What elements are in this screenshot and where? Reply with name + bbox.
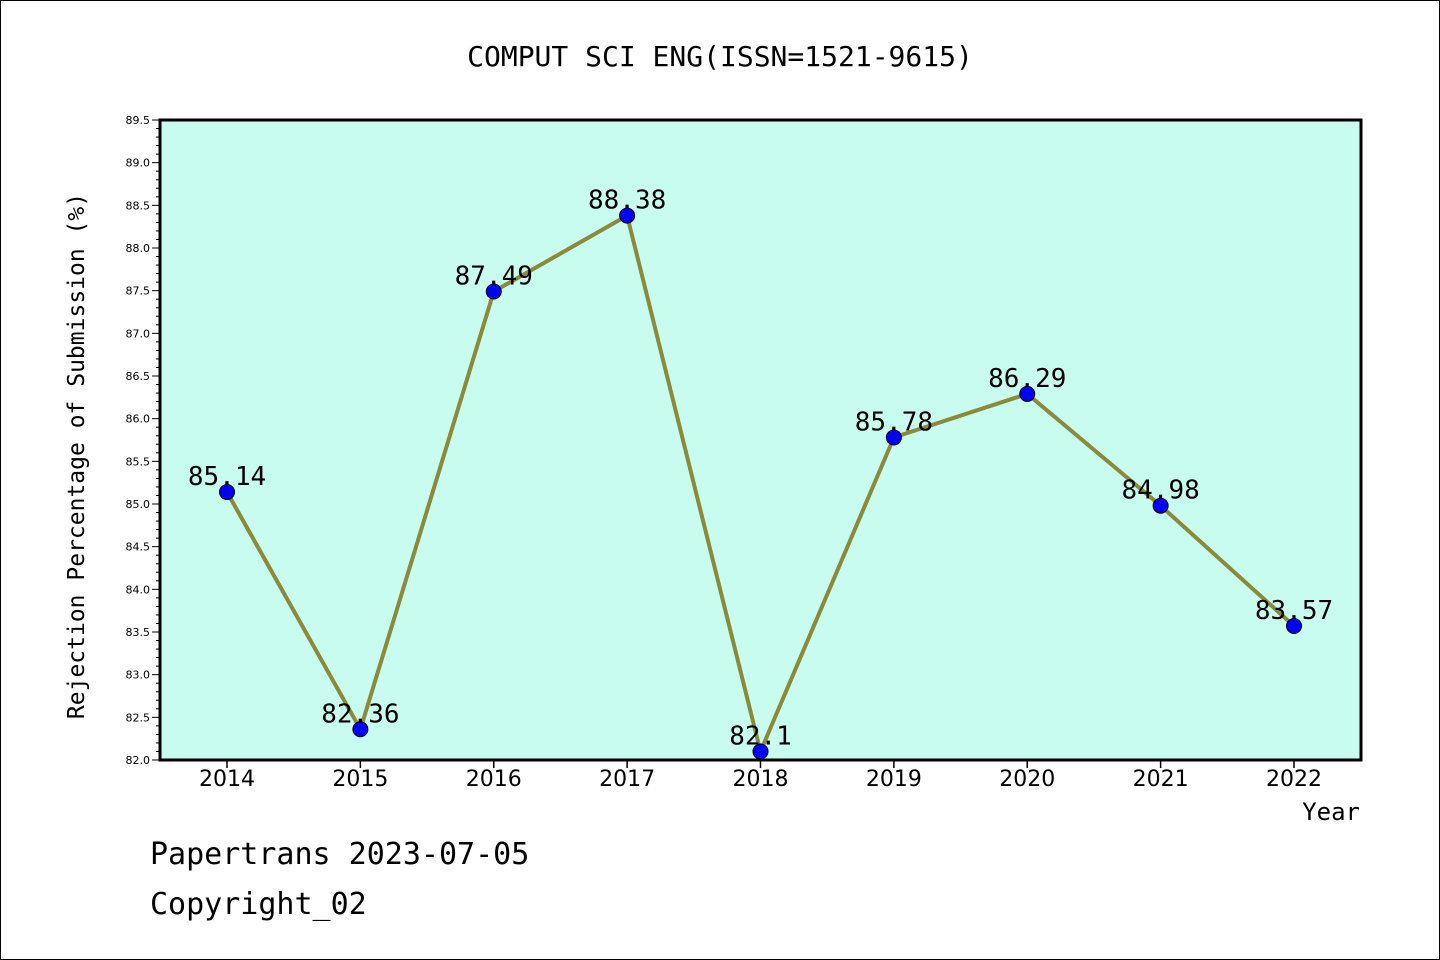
y-tick-label: 84.0 xyxy=(126,583,151,596)
chart-title: COMPUT SCI ENG(ISSN=1521-9615) xyxy=(467,40,973,73)
data-label: 82.1 xyxy=(729,721,792,751)
x-tick-label: 2019 xyxy=(866,767,922,792)
y-tick-label: 87.0 xyxy=(126,327,151,340)
data-label: 82.36 xyxy=(321,699,399,729)
data-label: 86.29 xyxy=(988,364,1066,394)
plot-border xyxy=(158,118,1363,762)
y-tick-label: 88.0 xyxy=(126,242,151,255)
data-point xyxy=(619,207,636,224)
x-tick-label: 2020 xyxy=(999,767,1055,792)
x-tick-label: 2018 xyxy=(733,767,789,792)
y-axis-label: Rejection Percentage of Submission (%) xyxy=(64,193,90,719)
data-point xyxy=(352,721,369,738)
x-tick-label: 2021 xyxy=(1133,767,1189,792)
y-tick-label: 89.0 xyxy=(126,157,151,170)
x-tick-label: 2016 xyxy=(466,767,522,792)
plot-area xyxy=(160,120,1361,760)
data-point xyxy=(1019,385,1036,402)
data-label: 87.49 xyxy=(455,262,533,292)
data-label: 84.98 xyxy=(1121,476,1199,506)
x-tick-label: 2017 xyxy=(599,767,655,792)
footer-copyright: Copyright_02 xyxy=(150,887,367,922)
data-label: 88.38 xyxy=(588,186,666,216)
x-axis: 2014 2015 2016 2017 2018 2019 2020 2021 2022 xyxy=(199,760,1322,792)
x-tick-label: 2022 xyxy=(1266,767,1322,792)
x-tick-label: 2014 xyxy=(199,767,255,792)
y-tick-label: 84.5 xyxy=(126,541,151,554)
y-tick-label: 89.5 xyxy=(126,114,151,127)
x-tick-label: 2015 xyxy=(332,767,388,792)
y-tick-label: 86.5 xyxy=(126,370,151,383)
y-tick-label: 83.5 xyxy=(126,626,151,639)
y-axis: 82.0 82.5 83.0 83.5 84.0 84.5 85.0 85.5 86.0 86.5… xyxy=(126,114,160,767)
data-point xyxy=(1152,497,1169,514)
data-point xyxy=(485,283,502,300)
y-tick-label: 82.5 xyxy=(126,711,151,724)
data-point xyxy=(885,429,902,446)
data-label: 85.14 xyxy=(188,462,266,492)
x-axis-label: Year xyxy=(1302,798,1360,826)
y-tick-label: 86.0 xyxy=(126,413,151,426)
data-label: 85.78 xyxy=(855,407,933,437)
footer-date: Papertrans 2023-07-05 xyxy=(150,837,529,872)
series-markers xyxy=(219,207,1302,760)
y-tick-label: 85.0 xyxy=(126,498,151,511)
data-labels: 85.14 82.36 87.49 88.38 82.1 85.78 86.29 84.98 8… xyxy=(188,186,1333,752)
data-point xyxy=(1286,618,1302,635)
data-point xyxy=(219,484,235,501)
y-tick-label: 85.5 xyxy=(126,455,151,468)
y-tick-label: 83.0 xyxy=(126,669,151,682)
data-label: 83.57 xyxy=(1255,596,1333,626)
y-tick-label: 87.5 xyxy=(126,285,151,298)
y-tick-label: 88.5 xyxy=(126,199,151,212)
y-tick-label: 82.0 xyxy=(126,754,151,767)
